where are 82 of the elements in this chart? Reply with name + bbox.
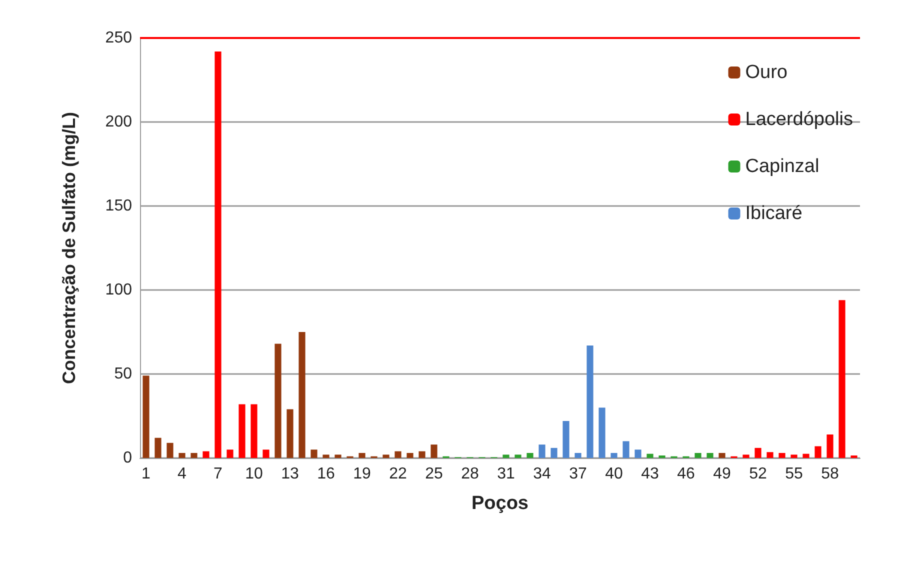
x-tick-label: 7 (214, 466, 223, 482)
bar (610, 452, 618, 458)
legend-label: Ibicaré (745, 203, 802, 224)
x-tick-label: 10 (245, 466, 263, 482)
y-axis-title: Concentração de Sulfato (mg/L) (59, 112, 79, 384)
x-tick-label: 46 (677, 466, 695, 482)
x-tick-label: 55 (785, 466, 803, 482)
bar (250, 404, 258, 458)
x-tick-label: 34 (533, 466, 551, 482)
x-axis-title: Poços (471, 493, 529, 514)
bar (514, 454, 522, 458)
bar (550, 448, 558, 458)
bar (334, 454, 342, 458)
x-tick-label: 16 (317, 466, 335, 482)
x-tick-label: 37 (569, 466, 587, 482)
bar (166, 442, 174, 458)
bar (154, 438, 162, 458)
bar (262, 450, 270, 458)
x-tick-label: 49 (713, 466, 731, 482)
bar (790, 454, 798, 458)
y-tick-label: 150 (105, 198, 132, 214)
x-tick-label: 4 (178, 466, 187, 482)
bar (298, 332, 306, 458)
legend-label: Capinzal (745, 156, 820, 177)
bar (310, 450, 318, 458)
y-tick-label: 0 (123, 450, 132, 466)
bar (562, 421, 570, 458)
bar (694, 452, 702, 458)
x-tick-label: 13 (281, 466, 299, 482)
bar (802, 454, 810, 458)
bar (226, 450, 234, 458)
bar (766, 452, 774, 458)
bar (634, 450, 642, 458)
bar (646, 454, 654, 458)
bar (358, 452, 366, 458)
y-tick-label: 50 (114, 366, 132, 382)
bar (598, 408, 606, 458)
x-tick-label: 1 (142, 466, 151, 482)
bar (238, 404, 246, 458)
bar (718, 452, 726, 458)
bar (502, 454, 510, 458)
bar (322, 454, 330, 458)
x-tick-label: 43 (641, 466, 659, 482)
bar (838, 300, 846, 458)
y-tick-label: 200 (105, 114, 132, 130)
y-tick-label: 250 (105, 30, 132, 46)
legend-label: Lacerdópolis (745, 109, 854, 130)
bar (538, 444, 546, 458)
bar (826, 434, 834, 458)
bar (430, 444, 438, 458)
bar (142, 376, 150, 458)
bar (286, 409, 294, 458)
x-tick-label: 52 (749, 466, 767, 482)
bar (706, 452, 714, 458)
bar (586, 345, 594, 458)
legend-label: Ouro (745, 62, 788, 83)
bar (622, 441, 630, 458)
bar (742, 454, 750, 458)
bar (178, 452, 186, 458)
x-tick-label: 22 (389, 466, 407, 482)
bar (526, 452, 534, 458)
bar (394, 451, 402, 458)
bar (754, 448, 762, 458)
bar (418, 451, 426, 458)
x-tick-label: 19 (353, 466, 371, 482)
y-tick-label: 100 (105, 282, 132, 298)
x-tick-label: 58 (821, 466, 839, 482)
bar (778, 452, 786, 458)
x-tick-label: 28 (461, 466, 479, 482)
bar (202, 451, 210, 458)
bar (658, 455, 666, 458)
x-tick-label: 25 (425, 466, 443, 482)
bar (214, 51, 222, 458)
x-tick-label: 31 (497, 466, 515, 482)
bar (274, 344, 282, 458)
bar (574, 452, 582, 458)
x-tick-label: 40 (605, 466, 623, 482)
bar (382, 454, 390, 458)
bar (406, 452, 414, 458)
bar (850, 455, 858, 458)
bar (814, 446, 822, 458)
bar (190, 452, 198, 458)
